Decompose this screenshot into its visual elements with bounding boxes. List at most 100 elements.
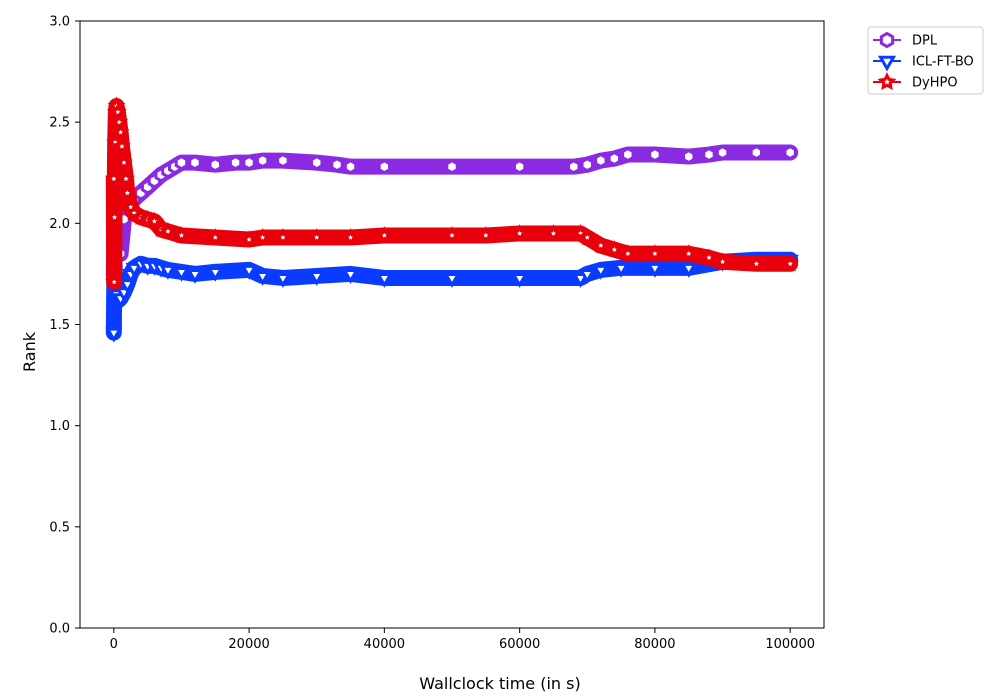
data-point	[510, 224, 529, 242]
data-point	[145, 211, 164, 229]
data-point	[618, 244, 637, 262]
data-point	[341, 228, 360, 246]
data-point	[105, 207, 124, 225]
data-point	[242, 154, 256, 171]
data-point	[680, 262, 698, 278]
legend-marker	[877, 72, 897, 91]
data-point	[330, 156, 344, 173]
data-point	[511, 273, 529, 288]
data-point	[592, 264, 610, 280]
x-tick-label: 0	[110, 637, 118, 652]
y-axis-label: Rank	[20, 331, 39, 372]
data-point	[443, 226, 461, 244]
y-tick-label: 1.0	[49, 419, 70, 434]
data-point	[172, 266, 191, 282]
data-point	[781, 254, 800, 272]
data-point	[118, 183, 137, 201]
data-point	[594, 152, 608, 169]
data-point	[715, 144, 730, 161]
data-point	[113, 137, 131, 155]
legend-item-dpl: DPL	[873, 31, 938, 49]
data-point	[700, 248, 718, 266]
data-point	[343, 158, 358, 175]
data-point	[117, 169, 135, 187]
data-point	[310, 154, 324, 171]
data-point	[682, 148, 696, 165]
x-tick-label: 80000	[634, 637, 675, 652]
data-point	[476, 226, 495, 244]
data-point	[254, 270, 272, 286]
data-point	[646, 262, 664, 278]
legend-label: DyHPO	[912, 76, 958, 91]
x-tick-label: 60000	[499, 637, 540, 652]
data-point	[274, 273, 292, 288]
y-tick-label: 0.0	[49, 622, 70, 637]
data-point	[206, 266, 224, 282]
data-point	[206, 228, 225, 246]
legend-item-dyhpo: DyHPO	[873, 72, 958, 91]
data-point	[578, 228, 597, 246]
data-point	[105, 272, 124, 290]
data-point	[253, 228, 272, 246]
data-point	[240, 264, 258, 280]
data-point	[273, 228, 292, 246]
data-point	[159, 264, 177, 280]
data-point	[105, 327, 123, 343]
y-tick-label: 3.0	[49, 15, 70, 30]
data-point	[118, 279, 136, 294]
x-axis: 0 20000 40000 60000 80000 100000	[110, 628, 815, 652]
x-tick-label: 40000	[364, 637, 405, 652]
series-dyhpo	[104, 96, 800, 291]
data-point	[567, 158, 581, 175]
x-tick-label: 20000	[228, 637, 269, 652]
data-point	[115, 153, 133, 171]
data-point	[188, 154, 202, 171]
data-point	[648, 146, 662, 163]
data-point	[607, 150, 622, 167]
data-point	[174, 154, 189, 171]
data-point	[255, 152, 270, 169]
legend-marker	[877, 55, 897, 72]
data-point	[645, 244, 664, 262]
data-point	[749, 144, 764, 161]
data-point	[377, 158, 392, 175]
data-point	[208, 156, 222, 173]
data-point	[445, 158, 459, 175]
data-point	[186, 268, 204, 284]
data-point	[108, 102, 127, 120]
data-point	[605, 240, 624, 258]
data-point	[240, 230, 259, 248]
data-point	[308, 270, 326, 286]
legend-frame	[867, 26, 984, 95]
series-layer	[104, 96, 800, 343]
data-point	[713, 252, 732, 270]
data-point	[544, 224, 563, 242]
data-point	[228, 154, 243, 171]
y-tick-label: 1.5	[49, 318, 70, 333]
y-axis: 0.0 0.5 1.0 1.5 2.0 2.5 3.0	[49, 15, 80, 637]
data-point	[578, 268, 596, 284]
y-tick-label: 2.5	[49, 116, 70, 131]
data-point	[591, 236, 610, 254]
data-point	[621, 146, 635, 163]
data-point	[375, 226, 394, 244]
x-axis-label: Wallclock time (in s)	[419, 674, 580, 693]
data-point	[110, 112, 129, 130]
data-point	[307, 228, 326, 246]
data-point	[702, 146, 716, 163]
data-point	[111, 122, 130, 140]
data-point	[512, 158, 527, 175]
legend-item-icl-ft-bo: ICL-FT-BO	[873, 55, 974, 72]
legend: DPL ICL-FT-BO DyHPO	[867, 26, 984, 95]
data-point	[158, 222, 177, 240]
legend-marker	[879, 31, 895, 49]
data-point	[375, 273, 393, 288]
data-point	[341, 268, 360, 284]
data-point	[747, 254, 766, 272]
y-tick-label: 2.0	[49, 217, 70, 232]
x-tick-label: 100000	[765, 637, 815, 652]
data-point	[580, 156, 594, 173]
data-point	[443, 273, 461, 288]
data-point	[172, 226, 191, 244]
